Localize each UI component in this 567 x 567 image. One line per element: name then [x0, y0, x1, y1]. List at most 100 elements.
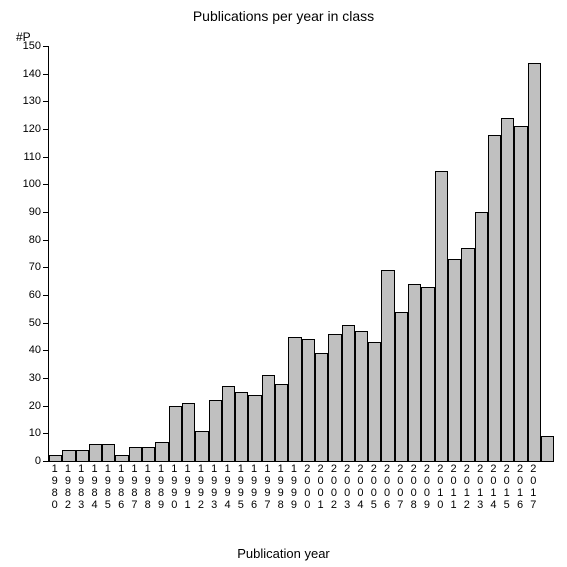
- bar: [275, 384, 288, 461]
- bar: [76, 450, 89, 461]
- x-axis-title: Publication year: [0, 546, 567, 561]
- y-tick: [43, 461, 49, 462]
- x-tick-label: 2 0 0 6: [380, 463, 393, 511]
- y-tick-label: 60: [29, 289, 41, 301]
- x-tick-label: 2 0 0 4: [354, 463, 367, 511]
- y-tick-label: 40: [29, 344, 41, 356]
- x-tick-label: 2 0 0 5: [367, 463, 380, 511]
- y-tick-label: 110: [23, 151, 41, 163]
- x-tick-label: 2 0 0 9: [420, 463, 433, 511]
- y-tick: [43, 378, 49, 379]
- bar: [395, 312, 408, 461]
- x-tick-label: 1 9 8 7: [128, 463, 141, 511]
- bar: [195, 431, 208, 461]
- x-tick-label: 2 0 1 5: [500, 463, 513, 511]
- y-tick-label: 20: [29, 400, 41, 412]
- bar: [421, 287, 434, 461]
- bar: [435, 171, 448, 462]
- x-tick-label: 1 9 9 6: [247, 463, 260, 511]
- bar: [488, 135, 501, 461]
- x-tick-label: 1 9 9 4: [221, 463, 234, 511]
- bar: [381, 270, 394, 461]
- y-tick-label: 140: [23, 68, 41, 80]
- chart-container: Publications per year in class #P 010203…: [0, 0, 567, 567]
- x-tick-label: 1 9 8 4: [88, 463, 101, 511]
- bar: [288, 337, 301, 462]
- bar: [102, 444, 115, 461]
- y-tick-label: 80: [29, 234, 41, 246]
- y-tick-label: 70: [29, 261, 41, 273]
- bar: [248, 395, 261, 461]
- bar: [89, 444, 102, 461]
- y-tick: [43, 184, 49, 185]
- bar: [528, 63, 541, 461]
- y-tick-label: 0: [35, 455, 41, 467]
- y-tick-label: 50: [29, 317, 41, 329]
- x-tick-label: 1 9 8 3: [75, 463, 88, 511]
- x-tick-label: 2 0 1 2: [460, 463, 473, 511]
- bars: [49, 46, 554, 461]
- bar: [408, 284, 421, 461]
- bar: [541, 436, 554, 461]
- plot-area: 0102030405060708090100110120130140150: [48, 46, 554, 462]
- x-tick-label: 2 0 1 4: [487, 463, 500, 511]
- bar: [182, 403, 195, 461]
- y-tick: [43, 157, 49, 158]
- bar: [355, 331, 368, 461]
- x-tick-label: 2 0 1 0: [434, 463, 447, 511]
- y-tick: [43, 101, 49, 102]
- y-tick: [43, 350, 49, 351]
- x-tick-label: 2 0 0 7: [394, 463, 407, 511]
- x-tick-label: 1 9 8 6: [114, 463, 127, 511]
- y-tick-label: 130: [23, 95, 41, 107]
- y-tick-label: 30: [29, 372, 41, 384]
- x-tick-label: 2 0 1 1: [447, 463, 460, 511]
- x-tick-label: 2 0 1 6: [513, 463, 526, 511]
- bar: [49, 455, 62, 461]
- x-tick-label: 1 9 9 3: [208, 463, 221, 511]
- y-tick: [43, 46, 49, 47]
- x-tick-label: 1 9 9 9: [287, 463, 300, 511]
- x-tick-label: 2 0 0 0: [301, 463, 314, 511]
- x-tick-label: 1 9 9 2: [194, 463, 207, 511]
- x-labels: 1 9 8 01 9 8 21 9 8 31 9 8 41 9 8 51 9 8…: [48, 463, 553, 511]
- y-tick: [43, 212, 49, 213]
- bar: [222, 386, 235, 461]
- x-tick-label: 2 0 0 3: [341, 463, 354, 511]
- x-tick-label: 1 9 8 8: [141, 463, 154, 511]
- bar: [448, 259, 461, 461]
- y-tick: [43, 323, 49, 324]
- bar: [475, 212, 488, 461]
- x-tick-label: 2 0 1 7: [527, 463, 540, 511]
- y-tick: [43, 129, 49, 130]
- x-tick-label: 1 9 8 5: [101, 463, 114, 511]
- x-tick-label: 2 0 0 8: [407, 463, 420, 511]
- y-tick: [43, 267, 49, 268]
- bar: [368, 342, 381, 461]
- bar: [209, 400, 222, 461]
- bar: [302, 339, 315, 461]
- bar: [342, 325, 355, 461]
- y-tick-label: 100: [23, 178, 41, 190]
- y-tick-label: 120: [23, 123, 41, 135]
- bar: [142, 447, 155, 461]
- x-tick-label: 1 9 8 9: [154, 463, 167, 511]
- x-tick-label: 1 9 8 0: [48, 463, 61, 511]
- bar: [514, 126, 527, 461]
- bar: [155, 442, 168, 461]
- bar: [501, 118, 514, 461]
- y-tick: [43, 74, 49, 75]
- bar: [235, 392, 248, 461]
- x-tick-label: 2 0 0 2: [327, 463, 340, 511]
- x-tick-label: 1 9 9 0: [168, 463, 181, 511]
- x-tick-label: 1 9 9 8: [274, 463, 287, 511]
- x-tick-label: 1 9 9 5: [234, 463, 247, 511]
- y-tick-label: 150: [23, 40, 41, 52]
- x-tick-label: 1 9 9 7: [261, 463, 274, 511]
- x-tick-label: 2 0 1 3: [474, 463, 487, 511]
- bar: [115, 455, 128, 461]
- x-tick-label: [540, 463, 553, 511]
- x-tick-label: 1 9 9 1: [181, 463, 194, 511]
- x-tick-label: 2 0 0 1: [314, 463, 327, 511]
- x-tick-label: 1 9 8 2: [61, 463, 74, 511]
